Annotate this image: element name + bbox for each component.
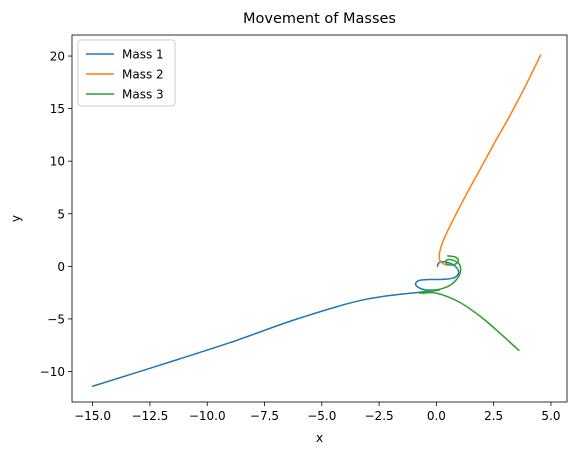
legend-entry: Mass 3 xyxy=(86,88,164,102)
x-axis: −15.0 −12.5 −10.0 −7.5 −5.0 −2.5 0.0 2.5 5.0 xyxy=(74,402,561,423)
x-tick-label: 0.0 xyxy=(427,409,446,423)
y-axis: −10 −5 0 5 10 15 20 xyxy=(40,50,72,379)
series-line-mass-2 xyxy=(438,54,542,267)
legend-entry: Mass 2 xyxy=(86,68,164,82)
legend-label: Mass 3 xyxy=(122,88,164,102)
x-tick-label: 5.0 xyxy=(541,409,560,423)
y-tick-label: 15 xyxy=(50,102,65,116)
y-axis-label: y xyxy=(9,215,23,222)
y-tick-label: 10 xyxy=(50,155,65,169)
x-tick-label: 2.5 xyxy=(484,409,503,423)
legend: Mass 1 Mass 2 Mass 3 xyxy=(77,39,176,107)
y-tick-label: 0 xyxy=(57,260,65,274)
y-tick-label: −10 xyxy=(40,365,65,379)
y-tick-label: 5 xyxy=(57,207,65,221)
plot-frame xyxy=(71,34,568,403)
legend-label: Mass 2 xyxy=(122,68,164,82)
y-tick-label: −5 xyxy=(47,312,65,326)
x-tick-label: −10.0 xyxy=(189,409,226,423)
legend-label: Mass 1 xyxy=(122,48,164,62)
x-tick-label: −5.0 xyxy=(307,409,336,423)
x-tick-label: −2.5 xyxy=(365,409,394,423)
x-tick-label: −7.5 xyxy=(250,409,279,423)
x-tick-label: −12.5 xyxy=(132,409,169,423)
x-axis-label: x xyxy=(316,431,323,445)
series-layer xyxy=(91,54,542,387)
legend-box xyxy=(77,39,176,107)
chart-title: Movement of Masses xyxy=(243,11,396,27)
x-tick-label: −15.0 xyxy=(74,409,111,423)
y-tick-label: 20 xyxy=(50,50,65,64)
legend-entry: Mass 1 xyxy=(86,48,164,62)
series-line-mass-3 xyxy=(418,255,520,352)
